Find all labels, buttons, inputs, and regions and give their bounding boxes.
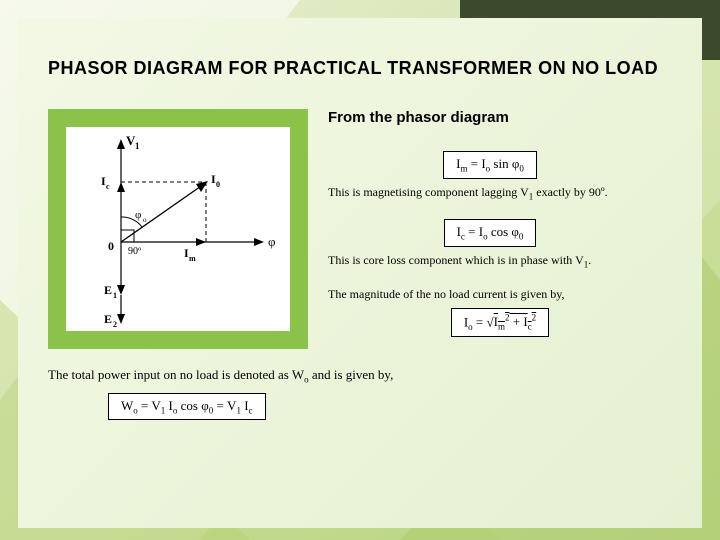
svg-text:1: 1 <box>113 291 117 300</box>
svg-text:φ: φ <box>268 234 276 249</box>
subtitle: From the phasor diagram <box>328 109 672 126</box>
equation-im-desc: This is magnetising component lagging V1… <box>328 185 672 201</box>
slide-title: PHASOR DIAGRAM FOR PRACTICAL TRANSFORMER… <box>48 58 672 79</box>
svg-text:m: m <box>189 254 196 263</box>
svg-text:o: o <box>143 216 147 224</box>
svg-text:c: c <box>106 182 110 191</box>
content-area: PHASOR DIAGRAM FOR PRACTICAL TRANSFORMER… <box>18 18 702 528</box>
equation-wo-desc: The total power input on no load is deno… <box>48 367 672 385</box>
main-row: V 1 φ I m I c I <box>48 109 672 349</box>
svg-text:1: 1 <box>135 141 140 151</box>
svg-text:0: 0 <box>216 180 220 189</box>
equation-io: Io = √Im2 + Ic2 <box>451 308 549 337</box>
equation-ic-desc: This is core loss component which is in … <box>328 253 672 269</box>
bottom-section: The total power input on no load is deno… <box>48 367 672 426</box>
phasor-diagram: V 1 φ I m I c I <box>66 127 290 331</box>
svg-text:2: 2 <box>113 320 117 329</box>
svg-text:0: 0 <box>108 239 114 253</box>
phasor-diagram-frame: V 1 φ I m I c I <box>48 109 308 349</box>
equation-im: Im = Io sin φ0 <box>443 151 537 179</box>
svg-text:90º: 90º <box>128 246 141 257</box>
equation-wo: Wo = V1 Io cos φ0 = V1 Ic <box>108 393 266 421</box>
svg-text:E: E <box>104 312 112 326</box>
svg-text:E: E <box>104 283 112 297</box>
equations-column: From the phasor diagram Im = Io sin φ0 T… <box>328 109 672 349</box>
svg-text:φ: φ <box>135 209 141 221</box>
equation-ic: Ic = Io cos φ0 <box>444 219 537 247</box>
equation-mag-desc: The magnitude of the no load current is … <box>328 287 672 302</box>
